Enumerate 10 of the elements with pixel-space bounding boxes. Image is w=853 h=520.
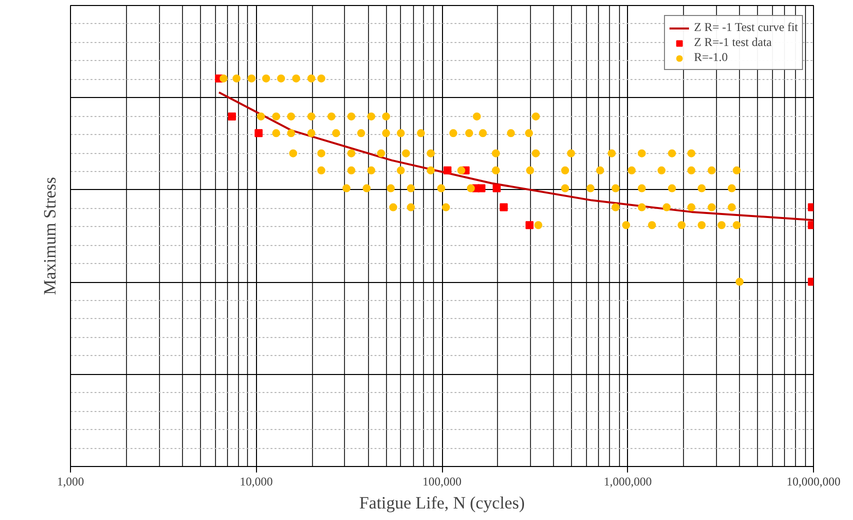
- x-tick-label: 1,000,000: [604, 474, 652, 488]
- x-tick-label: 10,000,000: [786, 474, 840, 488]
- x-axis-title: Fatigue Life, N (cycles): [359, 494, 525, 512]
- legend-label: R=-1.0: [694, 50, 728, 65]
- x-tick-label: 100,000: [422, 474, 462, 488]
- legend-label: Z R= -1 Test curve fit: [694, 20, 798, 35]
- y-axis-title: Maximum Stress: [40, 176, 60, 295]
- x-tick-label: 10,000: [240, 474, 273, 488]
- legend-label: Z R=-1 test data: [694, 35, 772, 50]
- x-tick-label: 1,000: [57, 474, 84, 488]
